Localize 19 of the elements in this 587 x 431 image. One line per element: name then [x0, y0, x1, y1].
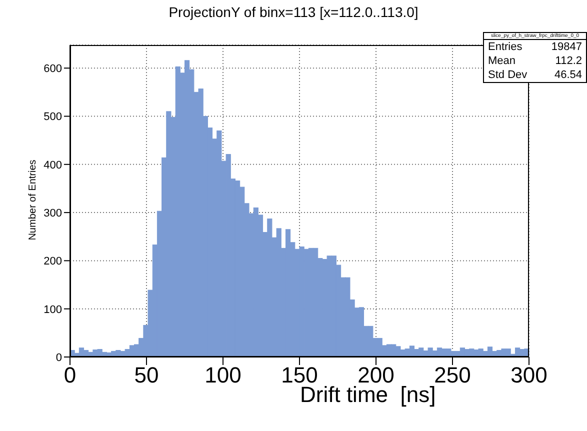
x-tick-label: 300: [510, 362, 548, 388]
y-tick-label: 400: [44, 159, 62, 172]
text: 19847: [551, 41, 582, 53]
annotation: Entries: [488, 41, 522, 53]
y-tick-label: 300: [44, 207, 62, 220]
text: 112.2: [555, 55, 582, 67]
y-tick-label: 100: [44, 304, 62, 316]
text: 46.54: [554, 69, 582, 81]
annotation: Mean: [488, 55, 516, 67]
y-tick-label: 0: [56, 352, 62, 364]
x-tick-label: 250: [434, 362, 471, 388]
y-tick-label: 200: [44, 256, 62, 268]
annotation: Std Dev: [488, 69, 528, 81]
x-tick-label: 100: [204, 362, 242, 388]
x-tick-label: 50: [134, 362, 159, 388]
y-tick-label: 500: [44, 111, 62, 124]
chart-title: ProjectionY of binx=113 [x=112.0..113.0]: [168, 4, 420, 20]
y-tick-label: 600: [44, 63, 62, 76]
y-axis-title: Number of Entries: [28, 160, 38, 240]
